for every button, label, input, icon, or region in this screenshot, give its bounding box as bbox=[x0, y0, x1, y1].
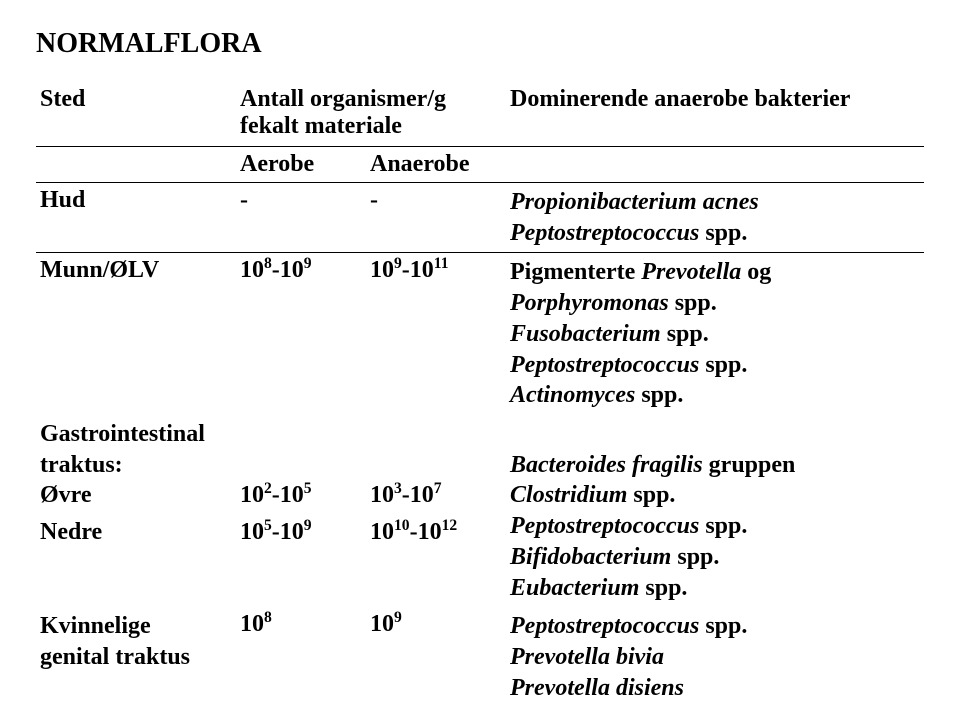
text: spp. bbox=[635, 382, 683, 408]
normalflora-table: Sted Antall organismer/g fekalt material… bbox=[36, 82, 924, 708]
text: Fusobacterium bbox=[510, 321, 661, 347]
cell-dom-kvinn: Peptostreptococcus spp. Prevotella bivia… bbox=[506, 607, 924, 707]
cell-sted-munn: Munn/ØLV bbox=[36, 253, 236, 415]
table-header-row-2: Aerobe Anaerobe bbox=[36, 147, 924, 183]
text: Peptostreptococcus bbox=[510, 352, 699, 378]
text: genital traktus bbox=[40, 642, 228, 673]
text: spp. bbox=[671, 544, 719, 570]
text: spp. bbox=[661, 321, 709, 347]
text: Porphyromonas bbox=[510, 290, 669, 316]
text: 1010-1012 bbox=[370, 517, 498, 548]
page-title: NORMALFLORA bbox=[36, 28, 924, 60]
cell-anaerobe-hud: - bbox=[366, 183, 506, 253]
text: spp. bbox=[699, 352, 747, 378]
table-row: Hud - - Propionibacterium acnes Peptostr… bbox=[36, 183, 924, 253]
text: Kvinnelige bbox=[40, 611, 228, 642]
text: Nedre bbox=[40, 517, 228, 548]
col-dominerende-header: Dominerende anaerobe bakterier bbox=[506, 82, 924, 147]
text: Gastrointestinal bbox=[40, 419, 228, 450]
text: Prevotella bivia bbox=[510, 644, 664, 670]
text: 102-105 bbox=[240, 480, 358, 511]
text: traktus: bbox=[40, 450, 228, 481]
text: Actinomyces bbox=[510, 382, 635, 408]
text: Peptostreptococcus bbox=[510, 613, 699, 639]
col-antall-header: Antall organismer/g fekalt materiale bbox=[236, 82, 506, 147]
text: spp. bbox=[699, 513, 747, 539]
text: Prevotella disiens bbox=[510, 675, 684, 701]
text: spp. bbox=[639, 575, 687, 601]
cell-aerobe-munn: 108-109 bbox=[236, 253, 366, 415]
text: 105-109 bbox=[240, 517, 358, 548]
text: Øvre bbox=[40, 480, 228, 511]
text: spp. bbox=[627, 482, 675, 508]
cell-dom-munn: Pigmenterte Prevotella og Porphyromonas … bbox=[506, 253, 924, 415]
cell-anaerobe-kvinn: 109 bbox=[366, 607, 506, 707]
cell-aerobe-hud: - bbox=[236, 183, 366, 253]
text: Clostridium bbox=[510, 482, 627, 508]
cell-anaerobe-gi: 103-107 1010-1012 bbox=[366, 415, 506, 607]
text: Bacteroides fragilis bbox=[510, 452, 703, 478]
text: spp. bbox=[699, 613, 747, 639]
text: Peptostreptococcus bbox=[510, 513, 699, 539]
text: spp. bbox=[669, 290, 717, 316]
text: Pigmenterte bbox=[510, 259, 641, 285]
col-aerobe-header: Aerobe bbox=[236, 147, 366, 183]
table-row: Munn/ØLV 108-109 109-1011 Pigmenterte Pr… bbox=[36, 253, 924, 415]
cell-sted-kvinn: Kvinnelige genital traktus bbox=[36, 607, 236, 707]
cell-aerobe-gi: 102-105 105-109 bbox=[236, 415, 366, 607]
text: Peptostreptococcus bbox=[510, 220, 699, 246]
col-dominerende-subheader bbox=[506, 147, 924, 183]
text: Propionibacterium acnes bbox=[510, 189, 759, 215]
table-row: Gastrointestinal traktus: Øvre Nedre 102… bbox=[36, 415, 924, 607]
text: Bifidobacterium bbox=[510, 544, 671, 570]
text: Eubacterium bbox=[510, 575, 639, 601]
text: 103-107 bbox=[370, 480, 498, 511]
cell-dom-hud: Propionibacterium acnes Peptostreptococc… bbox=[506, 183, 924, 253]
text: gruppen bbox=[703, 452, 796, 478]
cell-sted-gi: Gastrointestinal traktus: Øvre Nedre bbox=[36, 415, 236, 607]
page-root: NORMALFLORA Sted Antall organismer/g fek… bbox=[0, 0, 960, 718]
cell-dom-gi: Bacteroides fragilis gruppen Clostridium… bbox=[506, 415, 924, 607]
table-header-row-1: Sted Antall organismer/g fekalt material… bbox=[36, 82, 924, 147]
table-row: Kvinnelige genital traktus 108 109 Pepto… bbox=[36, 607, 924, 707]
cell-sted-hud: Hud bbox=[36, 183, 236, 253]
text: og bbox=[741, 259, 771, 285]
col-anaerobe-header: Anaerobe bbox=[366, 147, 506, 183]
cell-anaerobe-munn: 109-1011 bbox=[366, 253, 506, 415]
cell-aerobe-kvinn: 108 bbox=[236, 607, 366, 707]
col-sted-header: Sted bbox=[36, 82, 236, 147]
text: Prevotella bbox=[641, 259, 741, 285]
col-sted-subheader bbox=[36, 147, 236, 183]
text: spp. bbox=[699, 220, 747, 246]
